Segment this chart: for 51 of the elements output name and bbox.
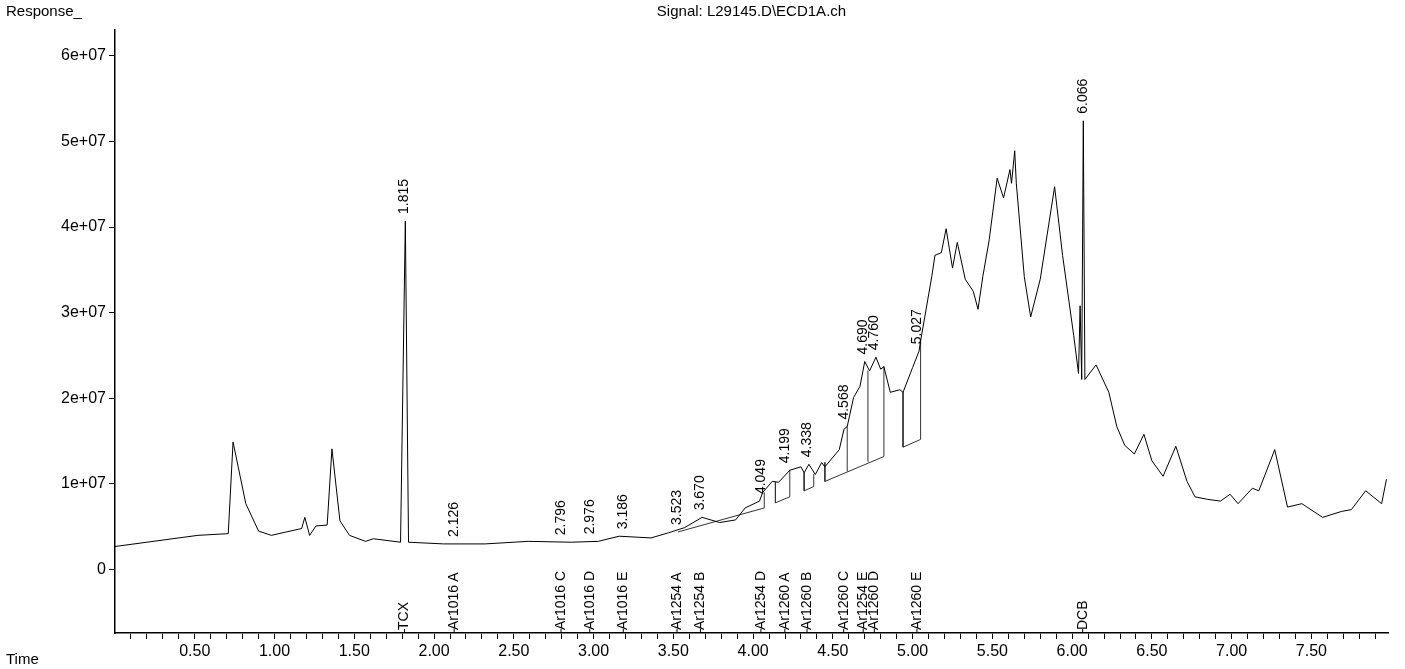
- x-tick-label: 4.00: [737, 642, 769, 660]
- x-tick-label: 7.00: [1216, 642, 1248, 660]
- x-tick-label: 6.00: [1056, 642, 1088, 660]
- y-tick-label: 4e+07: [61, 217, 107, 235]
- annotation: TCX: [395, 601, 412, 630]
- x-tick-label: 6.50: [1136, 642, 1168, 660]
- annotation: Ar1016 D: [580, 570, 597, 630]
- x-tick-label: 3.50: [657, 642, 690, 660]
- y-tick-label: 2e+07: [61, 388, 107, 406]
- annotation: DCB: [1073, 600, 1090, 630]
- chart-title: Signal: L29145.D\ECD1A.ch: [656, 1, 847, 19]
- y-tick-label: 5e+07: [61, 131, 107, 149]
- annotation: 2.976: [580, 499, 597, 535]
- y-tick-label: 0: [97, 560, 107, 578]
- y-tick-label: 1e+07: [61, 474, 107, 492]
- annotation: 5.027: [907, 308, 924, 345]
- x-tick-label: 5.50: [976, 642, 1009, 660]
- x-axis-title: Time: [6, 649, 39, 667]
- y-tick-label: 6e+07: [61, 46, 107, 64]
- annotation: 4.568: [834, 384, 851, 420]
- annotation: Ar1254 D: [751, 570, 768, 630]
- annotation: Ar1016 C: [551, 570, 568, 630]
- annotation: 3.186: [614, 493, 631, 530]
- annotation: 6.066: [1073, 78, 1090, 114]
- annotation: 1.815: [395, 178, 412, 215]
- annotation: 2.126: [445, 501, 462, 537]
- x-tick-label: 1.50: [338, 642, 370, 660]
- x-tick-label: 1.00: [258, 642, 291, 660]
- annotation: Ar1016 A: [445, 571, 462, 630]
- x-tick-label: 2.50: [498, 642, 530, 660]
- x-tick-label: 5.00: [897, 642, 929, 660]
- annotation: Ar1260 E: [907, 571, 924, 630]
- y-axis-title: Response_: [6, 1, 83, 19]
- annotation: 4.199: [775, 428, 792, 464]
- annotation: 2.796: [551, 499, 568, 536]
- annotation: Ar1260 A: [775, 571, 792, 630]
- annotation: Ar1260 B: [797, 571, 814, 630]
- annotation: Ar1016 E: [614, 571, 631, 630]
- annotation: 4.338: [797, 422, 814, 458]
- x-tick-label: 7.50: [1295, 642, 1328, 660]
- x-tick-label: 0.50: [179, 642, 211, 660]
- annotation: 4.049: [751, 458, 768, 495]
- annotation: Ar1254 A: [667, 571, 684, 630]
- x-tick-label: 2.00: [418, 642, 450, 660]
- x-tick-label: 4.50: [817, 642, 849, 660]
- y-tick-label: 3e+07: [61, 303, 107, 321]
- annotation: 3.523: [667, 489, 684, 525]
- annotation: Ar1254 B: [691, 571, 708, 630]
- annotation: 3.670: [691, 475, 708, 511]
- annotation: Ar1260 C: [834, 570, 851, 630]
- x-tick-label: 3.00: [578, 642, 610, 660]
